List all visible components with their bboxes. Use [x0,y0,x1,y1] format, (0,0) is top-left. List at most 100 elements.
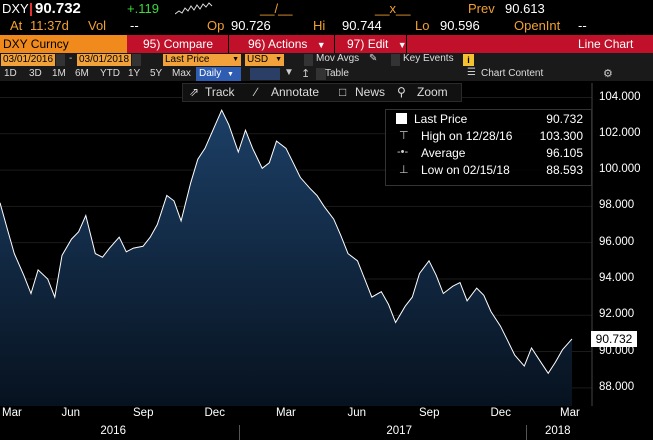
y-tick-label: 92.000 [599,308,635,321]
key-events-checkbox[interactable] [391,54,400,66]
actions-menu[interactable]: 96) Actions ▼ [248,37,326,51]
security-field[interactable]: DXY Curncy [0,35,127,53]
open-label: Op [207,18,225,33]
ticker-symbol: DXY [2,1,29,16]
price-line [0,109,573,375]
calendar-icon[interactable] [132,54,141,66]
gear-icon[interactable]: ⚙ [603,68,613,80]
period-ytd[interactable]: YTD [100,68,120,79]
y-tick-label: 104.000 [599,90,641,103]
info-icon[interactable]: i [463,54,474,66]
ask-size-placeholder: __x__ [375,1,411,16]
y-tick-label: 96.000 [599,235,635,248]
chevron-down-icon: ▼ [275,56,282,63]
last-price: 90.732 [35,0,81,17]
y-tick-label: 90.000 [599,344,635,357]
track-button[interactable]: Track [205,85,235,99]
legend-last-price-value: 90.732 [546,112,583,126]
date-toolbar: 03/01/2016 - 03/01/2018 Last Price ▼ USD… [0,53,653,68]
legend-last-price-label: Last Price [414,112,468,126]
zoom-icon[interactable]: ⚲ [397,85,406,99]
prev-value: 90.613 [505,1,545,16]
period-1d[interactable]: 1D [4,68,17,79]
table-button[interactable]: Table [325,68,349,79]
end-date-input[interactable]: 03/01/2018 [77,54,131,66]
edit-num: 97 [347,37,361,51]
period-toolbar: 1D 3D 1M 6M YTD 1Y 5Y Max Daily ▼ ▼ ↥ Ta… [0,67,653,81]
table-checkbox[interactable] [316,68,326,80]
x-tick-label: Sep [133,407,154,419]
legend-low-value: 88.593 [546,163,583,177]
legend-high-label: High on 12/28/16 [421,129,513,143]
chart-type-label: Line Chart [578,37,634,51]
annotate-icon[interactable]: ∕ [255,85,258,99]
chevron-down-icon[interactable]: ▼ [284,67,294,78]
price-field-value: Last Price [165,54,210,65]
open-value: 90.726 [231,18,271,33]
x-tick-label: Sep [419,407,440,419]
x-tick-label: Mar [2,407,22,419]
frequency-value: Daily [199,68,222,79]
line-style-icon[interactable] [250,68,280,80]
frequency-select[interactable]: Daily ▼ [196,67,241,81]
openint-label: OpenInt [514,18,561,33]
sparkline-icon [175,2,213,15]
period-3d[interactable]: 3D [29,68,42,79]
period-max[interactable]: Max [172,68,191,79]
command-bar: DXY Curncy 95) Compare 96) Actions ▼ 97)… [0,35,653,53]
x-tick-label: Dec [490,407,511,419]
mov-avgs-checkbox[interactable] [304,54,313,66]
indicator-icon[interactable]: ↥ [301,68,311,80]
chevron-down-icon: ▼ [397,40,407,50]
low-label: Lo [415,18,430,33]
year-divider [526,425,527,440]
legend-average-label: Average [421,146,466,160]
year-divider [239,425,240,440]
edit-menu[interactable]: 97) Edit ▼ [347,37,407,51]
currency-select[interactable]: USD ▼ [245,54,284,66]
start-date-input[interactable]: 03/01/2016 [1,54,55,66]
high-marker-icon: ⊤ [399,130,409,142]
y-tick-label: 102.000 [599,126,641,139]
price-field-select[interactable]: Last Price ▼ [163,54,241,66]
period-1y[interactable]: 1Y [128,68,141,79]
x-tick-label: Jun [61,407,81,419]
chevron-down-icon: ▼ [232,56,239,63]
chevron-down-icon: ▼ [227,71,234,78]
actions-num: 96 [248,37,262,51]
currency-value: USD [247,54,269,65]
compare-num: 95 [143,37,157,51]
compare-menu[interactable]: 95) Compare [143,37,214,51]
at-label: At [10,18,23,33]
y-tick-label: 88.000 [599,380,635,393]
chart-content-button[interactable]: Chart Content [481,68,544,79]
price-chart[interactable] [0,83,653,406]
calendar-icon[interactable] [56,54,65,66]
average-marker-icon: -•- [397,146,409,158]
chart-content-icon[interactable]: ☰ [467,67,476,78]
x-tick-label: Mar [560,407,580,419]
year-label: 2018 [545,425,571,437]
pencil-icon[interactable]: ✎ [369,53,378,64]
separator [406,35,407,53]
x-tick-label: Jun [347,407,367,419]
quote-row-2: At 11:37d Vol -- Op 90.726 Hi 90.744 Lo … [0,18,653,34]
zoom-button[interactable]: Zoom [417,85,448,99]
news-icon[interactable]: □ [339,85,347,99]
track-icon[interactable]: ⇗ [189,85,200,99]
period-1m[interactable]: 1M [52,68,66,79]
annotate-button[interactable]: Annotate [271,85,320,99]
period-6m[interactable]: 6M [75,68,89,79]
x-tick-label: Mar [276,407,296,419]
year-label: 2017 [386,425,412,437]
mov-avgs-label: Mov Avgs [316,53,360,64]
low-value: 90.596 [440,18,480,33]
period-5y[interactable]: 5Y [150,68,163,79]
compare-label: Compare [163,37,214,51]
x-tick-label: Dec [204,407,225,419]
news-button[interactable]: News [355,85,386,99]
low-marker-icon: ⊥ [399,164,409,176]
date-range-dash: - [69,53,73,64]
quote-row-1: DXY 90.732 +.119 __/__ __x__ Prev 90.613 [0,0,653,18]
price-area [0,110,572,406]
